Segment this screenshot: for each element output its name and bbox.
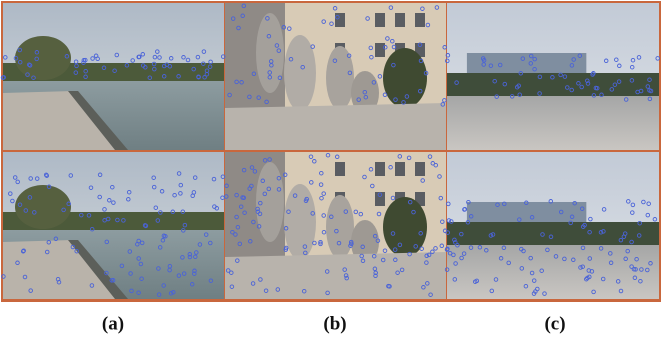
panel-label: (b) — [323, 313, 346, 334]
photo-c-bottom — [447, 152, 659, 299]
page: (a) (b) (c) (() => { const data = JSON.p… — [0, 0, 661, 341]
photo-b-bottom — [225, 152, 446, 299]
panel-label: (a) — [102, 313, 124, 334]
panel-label: (c) — [544, 313, 565, 334]
photo-b-top — [225, 3, 446, 150]
photo-a-top — [3, 3, 224, 150]
photo-c-top — [447, 3, 659, 150]
photo-a-bottom — [3, 152, 224, 299]
figure: (a) (b) (c) — [0, 0, 661, 341]
